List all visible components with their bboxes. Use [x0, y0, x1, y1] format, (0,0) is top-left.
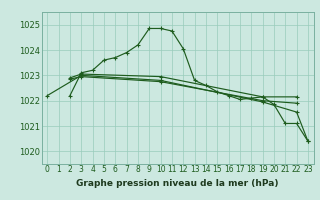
X-axis label: Graphe pression niveau de la mer (hPa): Graphe pression niveau de la mer (hPa) — [76, 179, 279, 188]
